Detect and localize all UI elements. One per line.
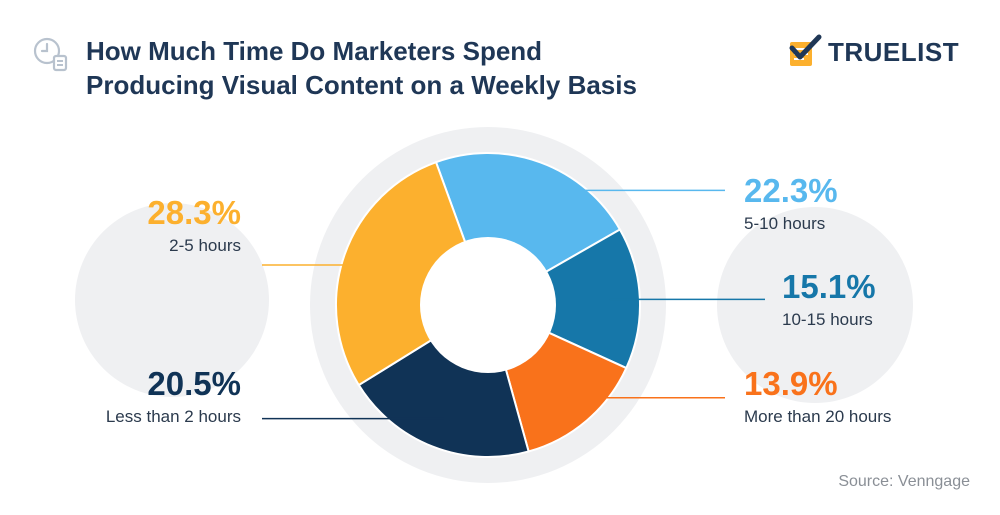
checkmark-notepad-icon [789, 34, 822, 66]
category-label: 5-10 hours [744, 214, 826, 233]
label-less-than-2-hours: 20.5% Less than 2 hours [106, 365, 241, 429]
label-2-5-hours: 28.3% 2-5 hours [147, 194, 241, 258]
truelist-logo: TRUELIST [786, 34, 959, 70]
category-label: 2-5 hours [169, 236, 241, 255]
value-label: 22.3% [744, 172, 838, 209]
category-label: Less than 2 hours [105, 407, 241, 426]
label-10-15-hours: 15.1% 10-15 hours [782, 268, 876, 332]
category-label: More than 20 hours [744, 407, 892, 426]
value-label: 28.3% [147, 194, 241, 231]
leader-lines [262, 189, 765, 420]
logo-text: TRUELIST [828, 36, 960, 67]
category-label: 10-15 hours [782, 310, 873, 329]
value-label: 15.1% [782, 268, 876, 305]
value-label: 20.5% [147, 365, 241, 402]
title-line-2: Producing Visual Content on a Weekly Bas… [86, 70, 637, 100]
value-label: 13.9% [744, 365, 838, 402]
label-5-10-hours: 22.3% 5-10 hours [744, 172, 838, 236]
clock-document-icon [33, 37, 68, 72]
slice-2-5-hours [335, 160, 490, 387]
slice-10-15-hours [485, 228, 641, 370]
donut-hole [420, 237, 556, 373]
source-note: Source: Venngage [838, 473, 970, 490]
label-more-than-20-hours: 13.9% More than 20 hours [744, 365, 891, 429]
title-line-1: How Much Time Do Marketers Spend [86, 36, 543, 66]
backdrop-circle-right [717, 207, 913, 403]
page-title: How Much Time Do Marketers Spend Produci… [86, 34, 637, 102]
backdrop-circle-left [75, 203, 269, 397]
donut-slices [335, 152, 641, 458]
